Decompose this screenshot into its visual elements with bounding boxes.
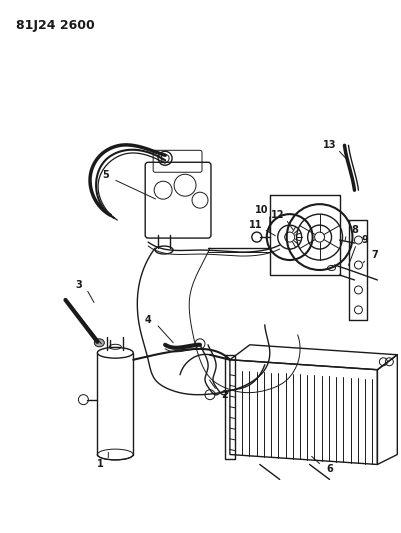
Text: 3: 3: [75, 280, 82, 290]
Text: 9: 9: [361, 235, 368, 245]
Text: 12: 12: [271, 210, 284, 220]
Text: 4: 4: [145, 315, 152, 325]
Text: 8: 8: [351, 225, 358, 235]
Text: 1: 1: [97, 459, 104, 470]
Text: 10: 10: [255, 205, 269, 215]
Text: 7: 7: [371, 250, 378, 260]
Text: 13: 13: [323, 140, 336, 150]
Text: 2: 2: [221, 390, 228, 400]
Ellipse shape: [94, 339, 104, 347]
Text: 11: 11: [249, 220, 263, 230]
Text: 81J24 2600: 81J24 2600: [16, 19, 94, 31]
Text: 6: 6: [326, 464, 333, 474]
Text: 5: 5: [102, 170, 109, 180]
